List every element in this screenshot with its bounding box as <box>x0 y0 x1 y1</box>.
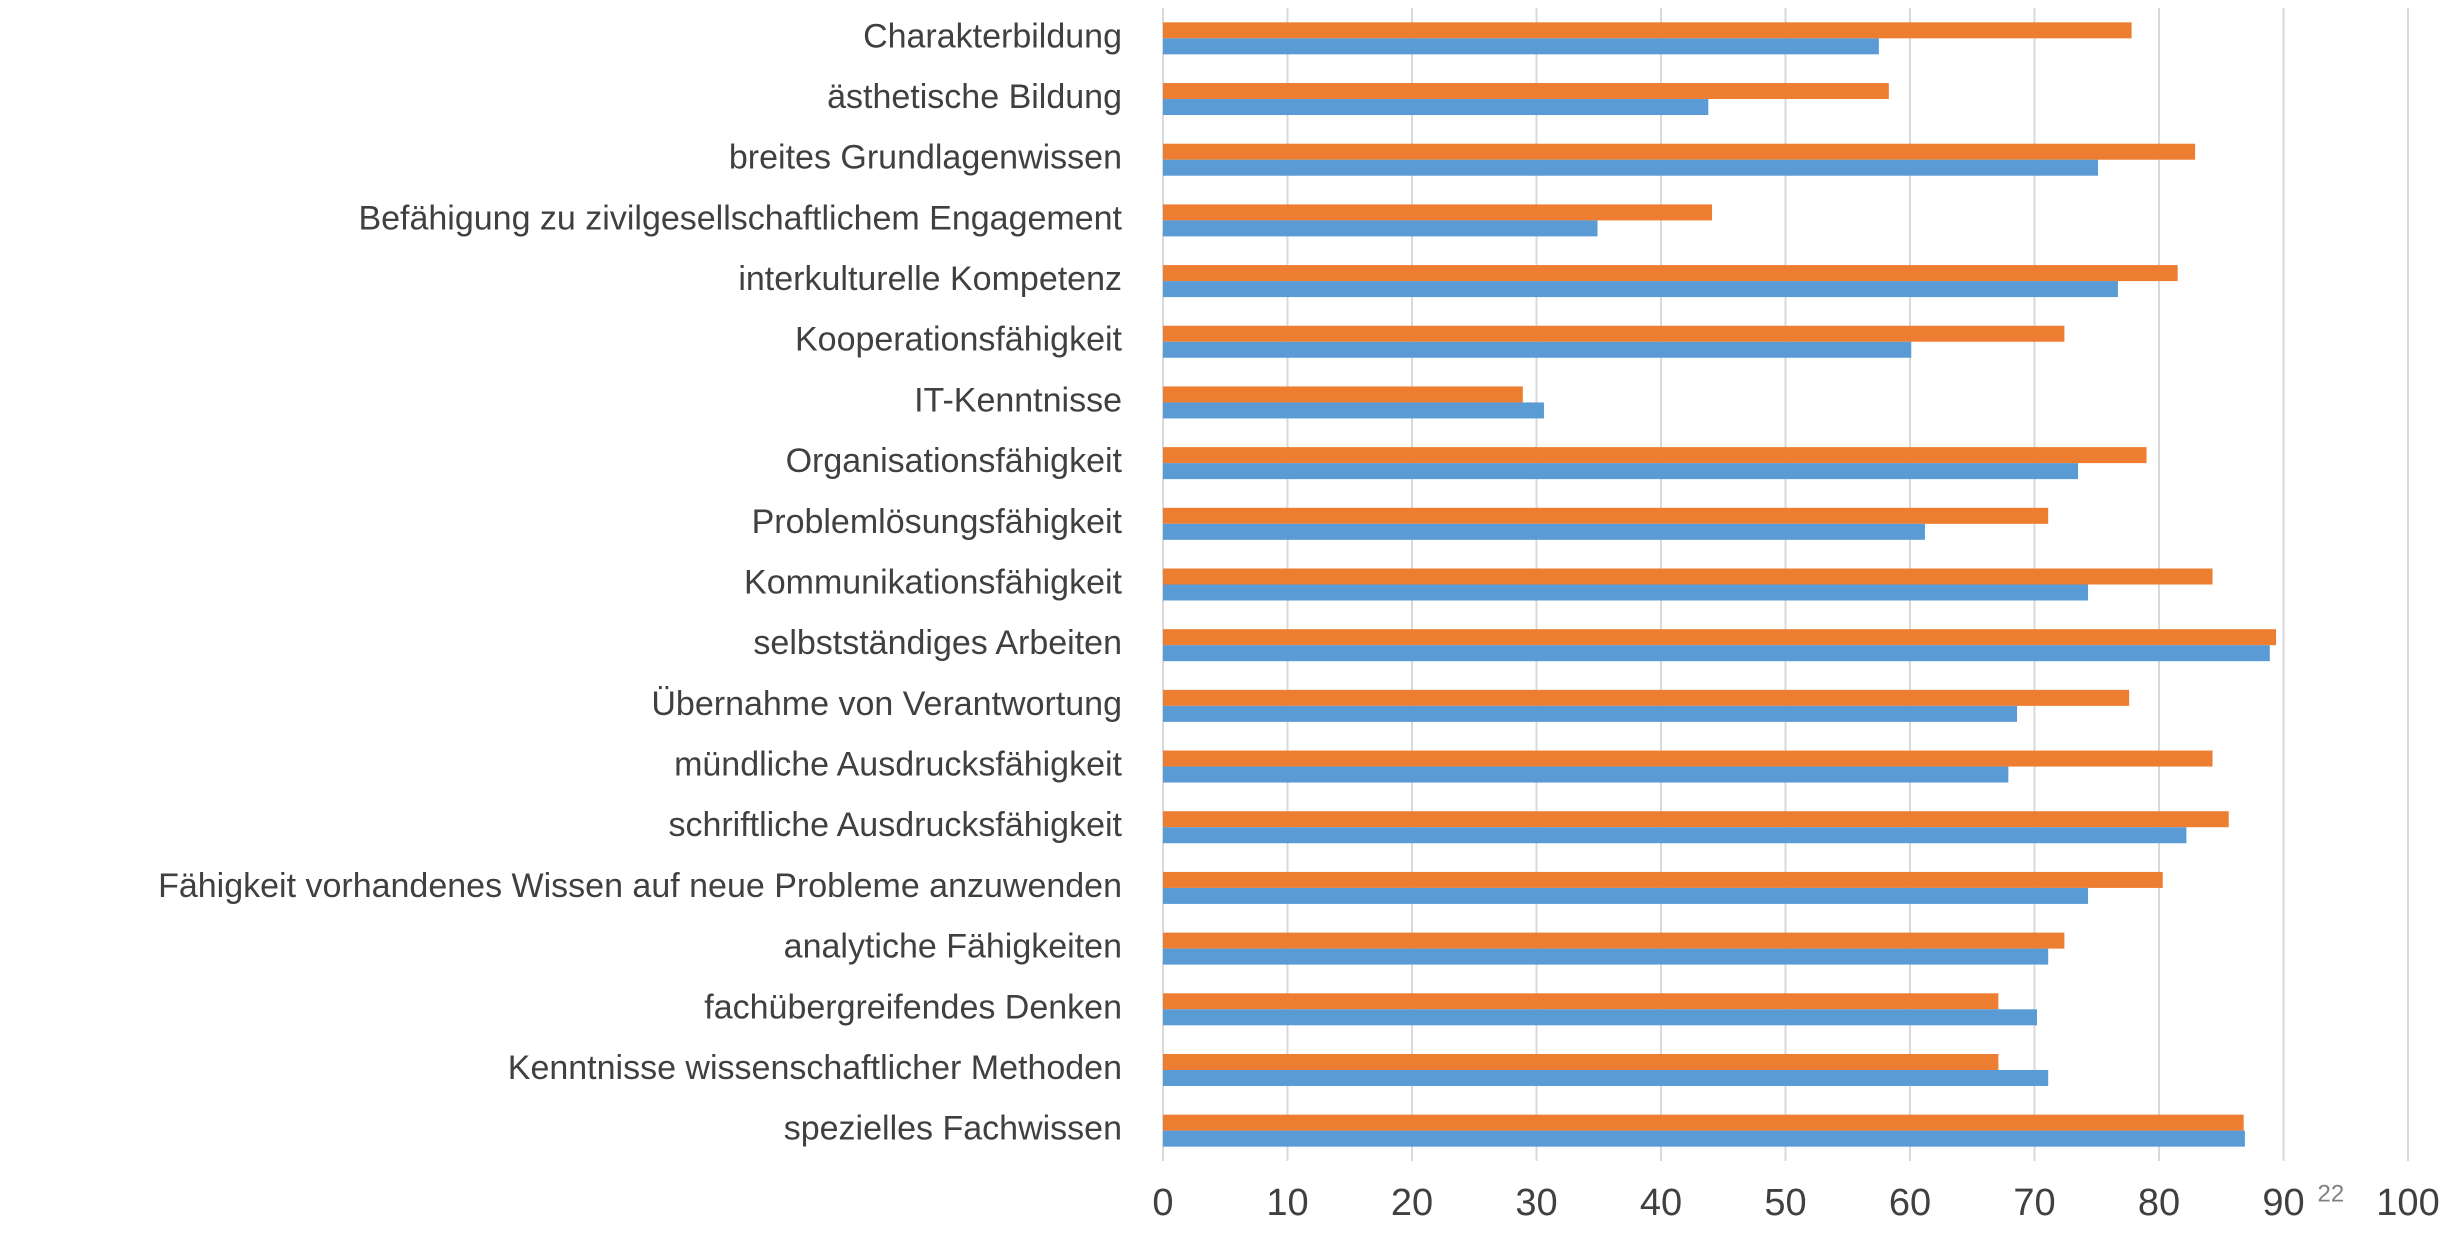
category-label: selbstständiges Arbeiten <box>753 624 1122 662</box>
bar <box>1163 220 1598 237</box>
bar <box>1163 143 2196 160</box>
bar <box>1163 584 2089 601</box>
category-label: IT-Kenntnisse <box>914 381 1122 419</box>
bar <box>1163 204 1713 221</box>
category-label: mündliche Ausdrucksfähigkeit <box>674 746 1122 784</box>
bar <box>1163 1114 2244 1131</box>
bar <box>1163 341 1912 358</box>
category-label: Fähigkeit vorhandenes Wissen auf neue Pr… <box>158 867 1122 905</box>
category-label: analytiche Fähigkeiten <box>784 928 1122 966</box>
bar <box>1163 871 2163 888</box>
x-tick-label: 70 <box>2013 1182 2055 1224</box>
bar <box>1163 645 2270 662</box>
bar <box>1163 463 2079 480</box>
bar <box>1163 402 1544 419</box>
bar <box>1163 523 1925 540</box>
category-label: Problemlösungsfähigkeit <box>752 503 1123 541</box>
category-label: Organisationsfähigkeit <box>786 442 1123 480</box>
bar <box>1163 811 2229 828</box>
bar <box>1163 281 2118 298</box>
category-label: Charakterbildung <box>863 17 1122 55</box>
bar <box>1163 1069 2049 1086</box>
category-label: breites Grundlagenwissen <box>729 139 1122 177</box>
bar <box>1163 629 2277 646</box>
bar <box>1163 99 1709 116</box>
x-tick-label: 10 <box>1266 1182 1308 1224</box>
bar <box>1163 932 2065 949</box>
x-tick-label: 90 <box>2262 1182 2304 1224</box>
category-label: Kommunikationsfähigkeit <box>744 563 1123 601</box>
bar <box>1163 948 2049 965</box>
category-label: spezielles Fachwissen <box>784 1110 1122 1148</box>
bar <box>1163 766 2009 783</box>
category-label: Kooperationsfähigkeit <box>795 321 1123 359</box>
bar <box>1163 159 2098 176</box>
category-label: schriftliche Ausdrucksfähigkeit <box>668 806 1122 844</box>
bar <box>1163 993 1999 1010</box>
bar <box>1163 507 2049 524</box>
bar <box>1163 705 2018 722</box>
bar <box>1163 689 2130 706</box>
x-tick-label: 20 <box>1391 1182 1433 1224</box>
x-tick-label: 50 <box>1764 1182 1806 1224</box>
x-tick-label: 0 <box>1152 1182 1173 1224</box>
bar <box>1163 325 2065 342</box>
bar <box>1163 265 2178 282</box>
bar <box>1163 1053 1999 1070</box>
x-tick-label: 100 <box>2376 1182 2439 1224</box>
bar <box>1163 827 2187 844</box>
category-label: fachübergreifendes Denken <box>704 988 1122 1026</box>
category-label: Übernahme von Verantwortung <box>651 685 1122 723</box>
bar <box>1163 887 2089 904</box>
bar <box>1163 38 1879 55</box>
bar <box>1163 1130 2245 1147</box>
bar <box>1163 386 1523 403</box>
x-tick-label: 30 <box>1515 1182 1557 1224</box>
bar <box>1163 750 2213 767</box>
bar <box>1163 568 2213 585</box>
bar <box>1163 22 2132 39</box>
bar <box>1163 1009 2037 1026</box>
category-label: Kenntnisse wissenschaftlicher Methoden <box>508 1049 1122 1087</box>
bar <box>1163 83 1889 100</box>
x-tick-label: 60 <box>1889 1182 1931 1224</box>
annotation: 22 <box>2318 1180 2345 1207</box>
category-label: Befähigung zu zivilgesellschaftlichem En… <box>358 199 1122 237</box>
x-tick-label: 40 <box>1640 1182 1682 1224</box>
bar <box>1163 447 2147 464</box>
category-label: interkulturelle Kompetenz <box>738 260 1122 298</box>
category-label: ästhetische Bildung <box>827 78 1122 116</box>
x-tick-label: 80 <box>2138 1182 2180 1224</box>
